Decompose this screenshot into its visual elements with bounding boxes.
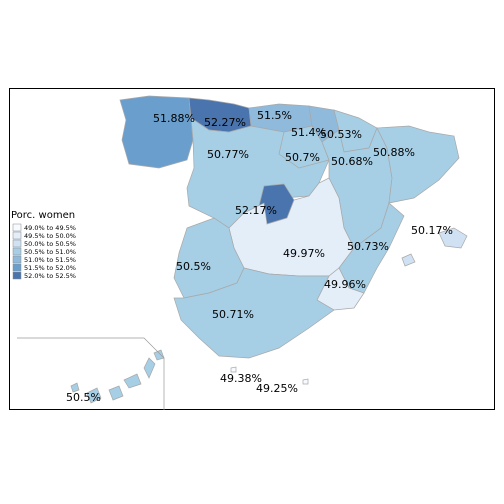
region-galicia — [119, 95, 194, 169]
label-pais-vasco: 51.4% — [291, 126, 326, 139]
region-andalucia — [173, 267, 335, 359]
label-cantabria: 51.5% — [257, 109, 292, 122]
region-baleares-2 — [401, 253, 416, 267]
label-cataluna: 50.88% — [373, 146, 415, 159]
legend-entry: 49.0% to 49.5% — [12, 223, 76, 232]
legend-entry: 50.0% to 50.5% — [12, 239, 76, 248]
region-cataluna — [376, 125, 460, 204]
region-canarias-2 — [108, 385, 124, 401]
legend-entry: 52.0% to 52.5% — [12, 271, 76, 280]
legend-swatch — [12, 231, 22, 240]
label-extremadura: 50.5% — [176, 260, 211, 273]
legend-label: 51.5% to 52.0% — [24, 264, 76, 272]
label-andalucia: 50.71% — [212, 308, 254, 321]
legend-swatch — [12, 271, 22, 280]
region-canarias-6 — [70, 382, 80, 393]
legend-swatch — [12, 255, 22, 264]
label-aragon: 50.68% — [331, 155, 373, 168]
label-murcia: 49.96% — [324, 278, 366, 291]
legend-swatch — [12, 263, 22, 272]
legend-title: Porc. women — [11, 210, 75, 221]
choropleth-map: 51.88% 52.27% 51.5% 51.4% 50.53% 50.77% … — [9, 88, 495, 410]
legend-entry: 51.5% to 52.0% — [12, 263, 76, 272]
legend-label: 49.0% to 49.5% — [24, 224, 76, 232]
legend-swatch — [12, 247, 22, 256]
legend-entry: 51.0% to 51.5% — [12, 255, 76, 264]
region-melilla — [302, 378, 309, 385]
map-panel: 51.88% 52.27% 51.5% 51.4% 50.53% 50.77% … — [9, 88, 495, 410]
legend-label: 52.0% to 52.5% — [24, 272, 76, 280]
canarias-inset-frame — [17, 337, 165, 410]
region-canarias-4 — [143, 357, 156, 379]
legend-entry: 50.5% to 51.0% — [12, 247, 76, 256]
legend-label: 51.0% to 51.5% — [24, 256, 76, 264]
label-asturias: 52.27% — [204, 116, 246, 129]
legend-swatch — [12, 239, 22, 248]
label-canarias: 50.5% — [66, 391, 101, 404]
label-baleares: 50.17% — [411, 224, 453, 237]
label-melilla: 49.25% — [256, 382, 298, 395]
label-ceuta: 49.38% — [220, 372, 262, 385]
label-madrid: 52.17% — [235, 204, 277, 217]
region-ceuta — [230, 366, 237, 373]
label-valencia: 50.73% — [347, 240, 389, 253]
legend-label: 50.0% to 50.5% — [24, 240, 76, 248]
legend-swatch — [12, 223, 22, 232]
region-baleares-1 — [438, 227, 468, 249]
label-la-rioja: 50.7% — [285, 151, 320, 164]
label-castilla-la-mancha: 49.97% — [283, 247, 325, 260]
legend-label: 49.5% to 50.0% — [24, 232, 76, 240]
label-castilla-y-leon: 50.77% — [207, 148, 249, 161]
legend-entry: 49.5% to 50.0% — [12, 231, 76, 240]
label-navarra: 50.53% — [320, 128, 362, 141]
region-canarias-3 — [123, 373, 142, 389]
legend-label: 50.5% to 51.0% — [24, 248, 76, 256]
map-legend: Porc. women 49.0% to 49.5% 49.5% to 50.0… — [11, 210, 76, 280]
region-canarias-1 — [86, 387, 102, 404]
label-galicia: 51.88% — [153, 112, 195, 125]
